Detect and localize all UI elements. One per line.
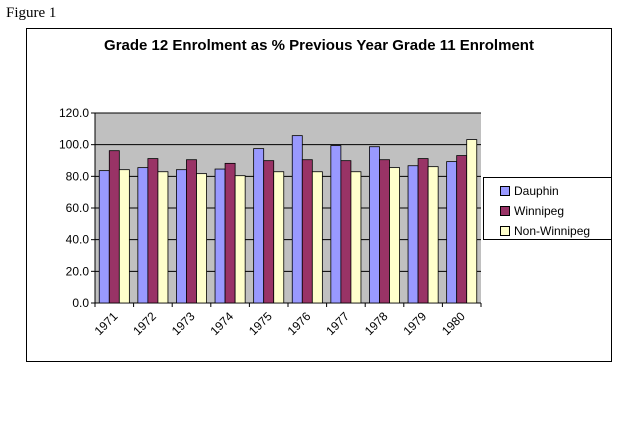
bar-non-winnipeg-1977 — [350, 171, 362, 304]
legend-swatch — [500, 206, 510, 216]
bar-winnipeg-1976 — [301, 159, 313, 304]
bar-non-winnipeg-1971 — [118, 169, 130, 304]
bar-dauphin-1973 — [176, 169, 187, 304]
y-tick-label: 80.0 — [66, 169, 90, 183]
x-tick-label: 1976 — [285, 309, 314, 338]
legend-label: Dauphin — [514, 184, 559, 198]
bar-non-winnipeg-1980 — [466, 139, 478, 304]
bar-non-winnipeg-1976 — [311, 171, 323, 304]
bar-winnipeg-1971 — [108, 150, 120, 304]
bar-dauphin-1977 — [330, 145, 342, 304]
figure-label: Figure 1 — [6, 5, 57, 21]
x-tick-label: 1972 — [130, 309, 159, 338]
bar-dauphin-1971 — [98, 170, 110, 304]
bar-dauphin-1979 — [407, 165, 419, 304]
legend-swatch — [500, 226, 510, 236]
bar-winnipeg-1978 — [379, 159, 390, 304]
y-tick-label: 20.0 — [66, 264, 90, 278]
x-tick-label: 1971 — [92, 309, 121, 338]
y-tick-label: 120.0 — [59, 106, 89, 120]
bar-dauphin-1975 — [253, 148, 265, 304]
bar-non-winnipeg-1974 — [234, 175, 246, 304]
bar-non-winnipeg-1978 — [389, 167, 400, 304]
legend-item: Non-Winnipeg — [484, 221, 611, 241]
y-tick-label: 100.0 — [59, 138, 89, 152]
y-tick-label: 60.0 — [66, 201, 90, 215]
legend-swatch — [500, 186, 510, 196]
bar-winnipeg-1980 — [456, 155, 468, 304]
bar-dauphin-1974 — [214, 168, 226, 304]
x-tick-label: 1980 — [439, 309, 468, 338]
x-tick-label: 1975 — [246, 309, 275, 338]
legend: Dauphin Winnipeg Non-Winnipeg — [483, 177, 612, 240]
legend-label: Winnipeg — [514, 204, 565, 218]
x-tick-label: 1974 — [207, 309, 236, 338]
bar-winnipeg-1974 — [224, 162, 236, 304]
bar-non-winnipeg-1973 — [196, 173, 207, 304]
x-tick-label: 1978 — [362, 309, 391, 338]
bar-dauphin-1978 — [369, 146, 380, 304]
chart-title: Grade 12 Enrolment as % Previous Year Gr… — [104, 37, 534, 54]
x-tick-label: 1977 — [323, 309, 352, 338]
bar-winnipeg-1975 — [263, 160, 275, 304]
bar-dauphin-1972 — [137, 167, 149, 304]
bar-winnipeg-1972 — [147, 158, 159, 304]
legend-label: Non-Winnipeg — [514, 224, 591, 238]
y-tick-label: 40.0 — [66, 233, 90, 247]
x-tick-label: 1979 — [400, 309, 429, 338]
bar-dauphin-1980 — [446, 161, 458, 304]
bar-non-winnipeg-1975 — [273, 171, 285, 304]
bar-non-winnipeg-1979 — [427, 166, 439, 304]
bar-winnipeg-1979 — [417, 158, 429, 304]
x-tick-label: 1973 — [169, 309, 198, 338]
bar-winnipeg-1973 — [186, 159, 197, 304]
y-tick-label: 0.0 — [72, 296, 89, 310]
legend-item: Winnipeg — [484, 201, 611, 221]
legend-item: Dauphin — [484, 181, 611, 201]
bar-dauphin-1976 — [291, 135, 303, 304]
bar-winnipeg-1977 — [340, 160, 352, 304]
bar-non-winnipeg-1972 — [157, 171, 169, 304]
